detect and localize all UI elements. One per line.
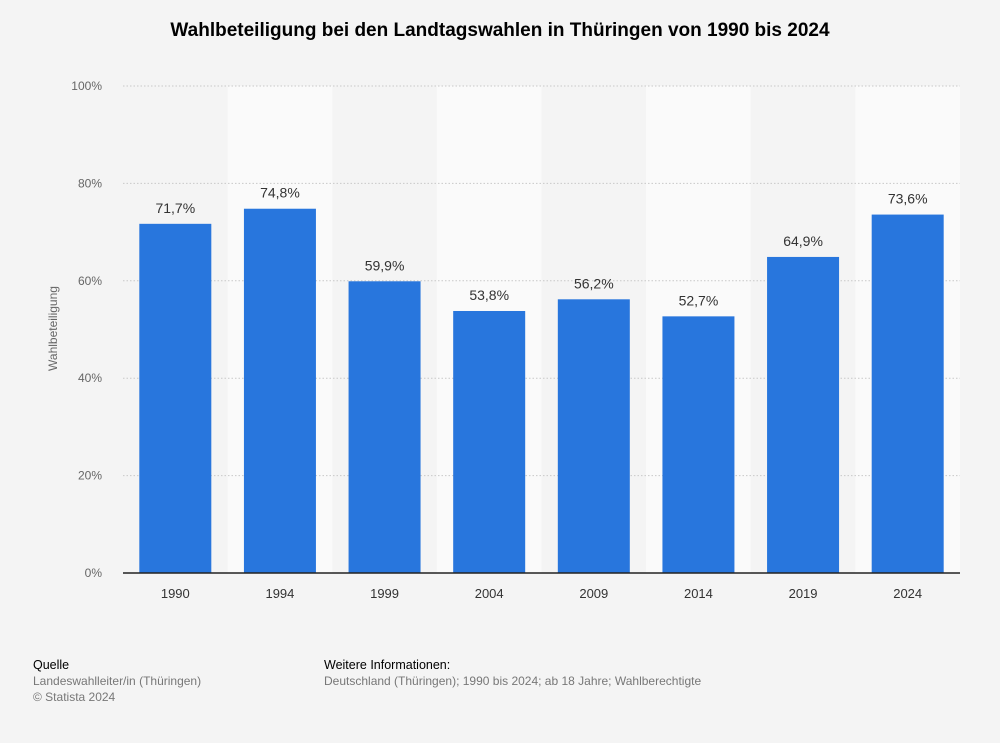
x-tick-label: 2024 bbox=[893, 586, 922, 601]
source-text: Landeswahlleiter/in (Thüringen) bbox=[33, 674, 202, 688]
bar-chart: 0% 20% 40% 60% 80% 100% 71,7% 74,8% 59,9% 53,8% 5… bbox=[46, 79, 960, 601]
x-tick-label: 2004 bbox=[475, 586, 504, 601]
source-block: Quelle Landeswahlleiter/in (Thüringen) ©… bbox=[33, 657, 201, 705]
data-label: 59,9% bbox=[365, 257, 405, 273]
bar[interactable] bbox=[767, 256, 840, 573]
info-block: Weitere Informationen: Deutschland (Thür… bbox=[324, 657, 701, 689]
data-label: 71,7% bbox=[155, 200, 195, 216]
y-axis-label: Wahlbeteiligung bbox=[46, 286, 60, 371]
bar[interactable] bbox=[557, 299, 630, 573]
x-tick-label: 2019 bbox=[789, 586, 818, 601]
data-label: 53,8% bbox=[469, 287, 509, 303]
y-tick-label: 80% bbox=[78, 176, 102, 190]
y-tick-label: 40% bbox=[78, 371, 102, 385]
copyright-text: © Statista 2024 bbox=[33, 690, 116, 704]
source-heading: Quelle bbox=[33, 658, 70, 672]
info-text: Deutschland (Thüringen); 1990 bis 2024; … bbox=[324, 674, 702, 688]
y-tick-label: 0% bbox=[85, 566, 103, 580]
x-tick-label: 2009 bbox=[579, 586, 608, 601]
x-tick-label: 1990 bbox=[161, 586, 190, 601]
info-heading: Weitere Informationen: bbox=[324, 658, 451, 672]
x-tick-label: 1994 bbox=[265, 586, 294, 601]
chart-title: Wahlbeteiligung bei den Landtagswahlen i… bbox=[170, 20, 830, 41]
x-tick-label: 1999 bbox=[370, 586, 399, 601]
data-label: 52,7% bbox=[679, 292, 719, 308]
data-label: 64,9% bbox=[783, 233, 823, 249]
bar[interactable] bbox=[453, 310, 526, 573]
bar[interactable] bbox=[243, 208, 316, 573]
data-label: 56,2% bbox=[574, 275, 614, 291]
bar[interactable] bbox=[139, 223, 212, 574]
bar[interactable] bbox=[348, 281, 421, 573]
y-tick-label: 60% bbox=[78, 274, 102, 288]
data-label: 73,6% bbox=[888, 191, 928, 207]
y-tick-label: 20% bbox=[78, 469, 102, 483]
data-label: 74,8% bbox=[260, 185, 300, 201]
y-tick-label: 100% bbox=[71, 79, 102, 93]
bar[interactable] bbox=[871, 214, 944, 573]
bar[interactable] bbox=[662, 316, 735, 573]
x-tick-label: 2014 bbox=[684, 586, 713, 601]
